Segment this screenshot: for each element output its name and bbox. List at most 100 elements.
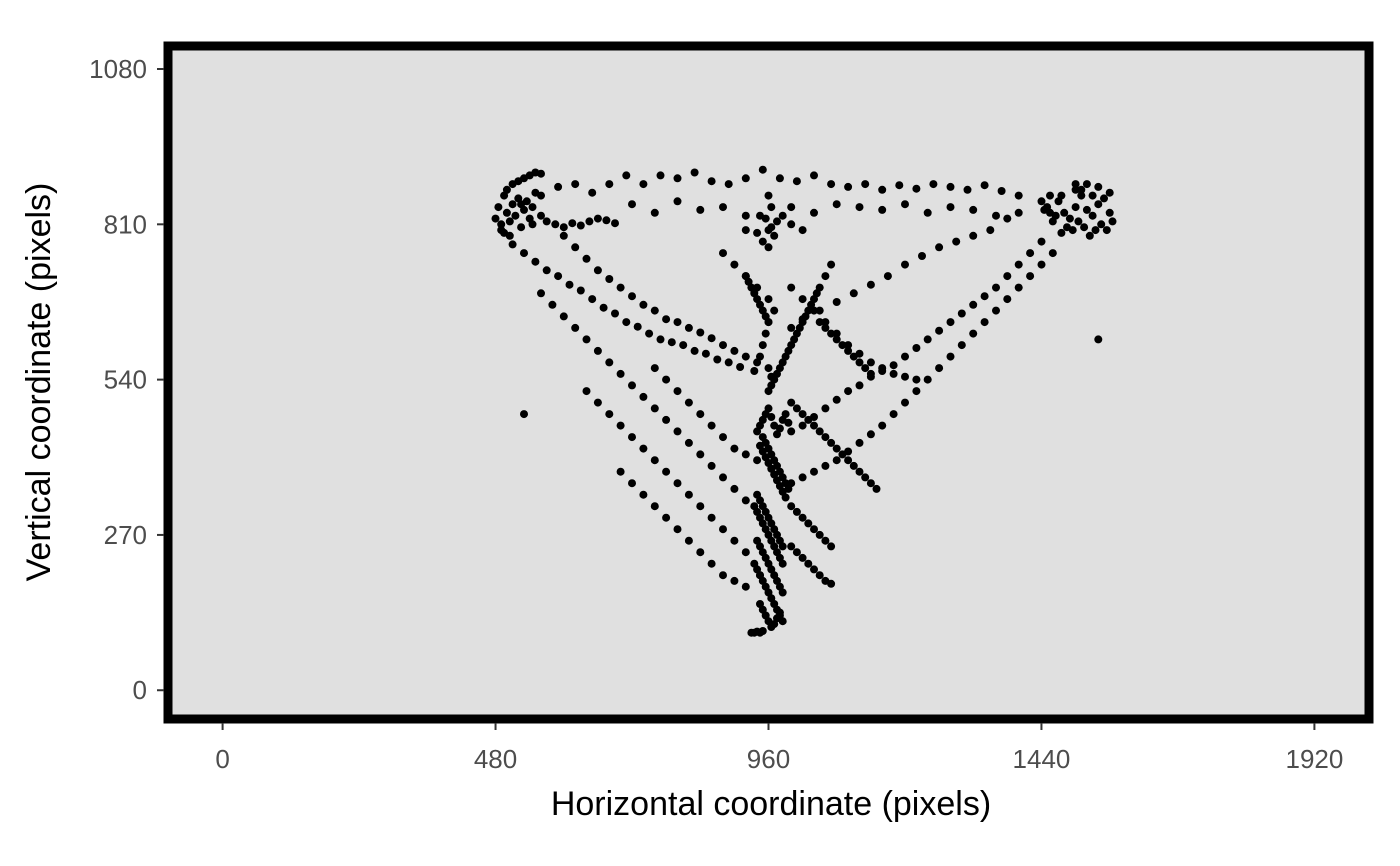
data-point [787,542,795,550]
data-point [583,335,591,343]
data-point [617,370,625,378]
data-point [685,399,693,407]
data-point [1103,226,1111,234]
data-point [742,272,750,280]
data-point [674,427,682,435]
data-point [958,341,966,349]
data-point [503,209,511,217]
data-point [560,312,568,320]
data-point [674,197,682,205]
data-point [708,422,716,430]
data-point [1094,335,1102,343]
data-point [719,433,727,441]
data-point [1072,203,1080,211]
data-point [657,335,665,343]
data-point [1080,223,1088,231]
data-point [662,376,670,384]
data-point [947,183,955,191]
data-point [628,200,636,208]
data-point [844,387,852,395]
data-point [765,192,773,200]
data-point [969,232,977,240]
x-tick-label: 1440 [1013,744,1071,774]
data-point [867,281,875,289]
data-point [742,450,750,458]
data-point [571,324,579,332]
data-point [685,491,693,499]
data-point [756,212,764,220]
data-point [1089,212,1097,220]
data-point [765,404,773,412]
data-point [821,462,829,470]
data-point [651,502,659,510]
data-point [981,181,989,189]
data-point [765,364,773,372]
data-point [651,209,659,217]
data-point [776,425,784,433]
data-point [520,249,528,257]
data-point [594,399,602,407]
data-point [1060,209,1068,217]
data-point [787,399,795,407]
data-point [1083,180,1091,188]
data-point [742,226,750,234]
data-point [833,335,841,343]
data-point [730,537,738,545]
data-point [810,468,818,476]
data-point [600,304,608,312]
data-point [856,381,864,389]
data-point [1094,183,1102,191]
data-point [753,456,761,464]
data-point [1026,249,1034,257]
data-point [827,542,835,550]
data-point [506,232,514,240]
data-point [662,315,670,323]
data-point [969,206,977,214]
data-point [708,462,716,470]
data-point [617,422,625,430]
data-point [719,203,727,211]
data-point [793,548,801,556]
y-tick-label: 1080 [89,54,147,84]
data-point [713,356,721,364]
data-point [651,456,659,464]
data-point [776,609,784,617]
x-axis: 0 480 960 1440 1920 [215,723,1343,774]
data-point [628,433,636,441]
data-point [1092,226,1100,234]
data-point [901,373,909,381]
data-point [799,410,807,418]
x-tick-label: 480 [474,744,517,774]
data-point [753,229,761,237]
data-point [577,287,585,295]
data-point [1089,192,1097,200]
data-point [784,419,792,427]
data-point [890,370,898,378]
data-point [503,186,511,194]
y-tick-label: 540 [104,365,147,395]
data-point [969,301,977,309]
data-point [1015,261,1023,269]
data-point [816,284,824,292]
data-point [1072,180,1080,188]
data-point [511,212,519,220]
data-point [725,358,733,366]
data-point [696,410,704,418]
data-point [651,307,659,315]
data-point [622,171,630,179]
data-point [1063,223,1071,231]
data-point [506,217,514,225]
data-point [929,180,937,188]
data-point [924,335,932,343]
data-point [912,185,920,193]
data-point [912,387,920,395]
data-point [594,266,602,274]
data-point [782,410,790,418]
data-point [918,252,926,260]
data-point [912,344,920,352]
data-point [827,580,835,588]
data-point [548,301,556,309]
data-point [861,473,869,481]
data-point [787,324,795,332]
data-point [1066,215,1074,223]
